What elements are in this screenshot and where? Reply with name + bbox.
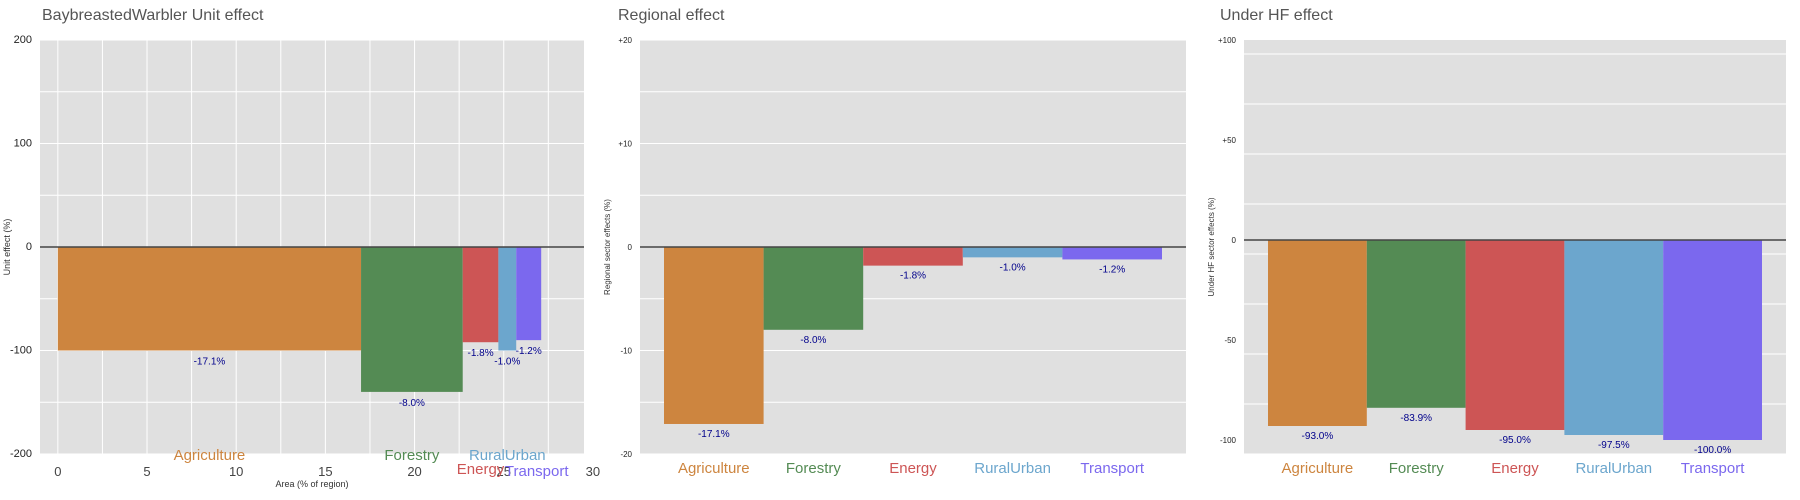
- data-label: -95.0%: [1499, 435, 1531, 446]
- y-axis-label: Under HF sector effects (%): [1207, 197, 1216, 296]
- bar-transport: [1062, 247, 1162, 260]
- y-tick-label: 100: [14, 138, 32, 150]
- chart-title: Regional effect: [618, 7, 725, 24]
- bar-forestry: [1366, 240, 1466, 408]
- data-label: -100.0%: [1694, 445, 1731, 456]
- data-label: -8.0%: [800, 335, 826, 346]
- y-tick-label: 0: [1232, 236, 1237, 245]
- y-tick-label: -10: [620, 347, 632, 356]
- category-label: Forestry: [384, 447, 440, 464]
- data-label: -1.2%: [1099, 264, 1125, 275]
- x-tick-label: 25: [497, 464, 511, 479]
- data-label: -1.0%: [494, 357, 520, 368]
- category-label: Agriculture: [1282, 460, 1354, 477]
- category-label: Transport: [1080, 460, 1144, 477]
- data-label: -17.1%: [194, 357, 226, 368]
- x-tick-label: 10: [229, 464, 243, 479]
- y-tick-label: +50: [1222, 136, 1236, 145]
- y-tick-label: 0: [628, 243, 633, 252]
- chart-title: Under HF effect: [1220, 7, 1333, 24]
- y-tick-label: -50: [1224, 336, 1236, 345]
- chart-panel-1: BaybreastedWarbler Unit effect2001000-10…: [2, 7, 600, 489]
- chart-panel-3: Under HF effect +100 +50 0 -50 -100 Under HF s…: [1207, 7, 1786, 477]
- category-label: Energy: [457, 461, 505, 478]
- y-tick-label: -100: [1220, 436, 1237, 445]
- x-tick-label: 30: [586, 464, 600, 479]
- x-tick-label: 15: [318, 464, 332, 479]
- data-label: -8.0%: [399, 398, 425, 409]
- category-label: RuralUrban: [974, 460, 1051, 477]
- bar-agriculture: [1268, 240, 1367, 426]
- y-tick-label: -100: [10, 345, 32, 357]
- data-label: -1.8%: [900, 271, 926, 282]
- y-tick-label: +10: [618, 140, 632, 149]
- x-tick-label: 0: [54, 464, 61, 479]
- x-tick-label: 20: [407, 464, 421, 479]
- bar-energy: [462, 247, 499, 343]
- category-label: RuralUrban: [1575, 460, 1652, 477]
- y-tick-label: 200: [14, 34, 32, 46]
- bar-ruralurban: [498, 247, 517, 351]
- category-label: Forestry: [786, 460, 842, 477]
- bar-energy: [1465, 240, 1565, 430]
- data-label: -1.8%: [467, 348, 493, 359]
- bar-agriculture: [57, 247, 362, 351]
- bar-transport: [1663, 240, 1762, 440]
- x-axis-label: Area (% of region): [275, 479, 348, 489]
- y-tick-label: +20: [618, 36, 632, 45]
- y-axis-label: Regional sector effects (%): [603, 199, 612, 295]
- bar-transport: [516, 247, 542, 341]
- x-tick-label: 5: [143, 464, 150, 479]
- category-label: Agriculture: [174, 447, 246, 464]
- y-tick-label: -200: [10, 448, 32, 460]
- data-label: -1.0%: [1000, 262, 1026, 273]
- category-label: Energy: [1491, 460, 1539, 477]
- category-label: RuralUrban: [469, 447, 546, 464]
- category-label: Transport: [505, 463, 569, 480]
- data-label: -17.1%: [698, 429, 730, 440]
- category-label: Transport: [1681, 460, 1745, 477]
- bar-forestry: [361, 247, 463, 392]
- data-label: -93.0%: [1302, 431, 1334, 442]
- bar-ruralurban: [1564, 240, 1664, 435]
- bar-agriculture: [664, 247, 764, 424]
- y-tick-label: 0: [26, 241, 32, 253]
- bar-forestry: [763, 247, 864, 330]
- category-label: Energy: [889, 460, 937, 477]
- y-tick-label: +100: [1218, 36, 1237, 45]
- chart-title: BaybreastedWarbler Unit effect: [42, 7, 264, 24]
- data-label: -97.5%: [1598, 440, 1630, 451]
- bar-ruralurban: [962, 247, 1063, 258]
- y-axis-label: Unit effect (%): [2, 219, 12, 276]
- chart-panel-2: Regional effect +20 +10 0 -10 -20 Regional sec…: [603, 7, 1186, 477]
- category-label: Forestry: [1389, 460, 1445, 477]
- data-label: -83.9%: [1400, 413, 1432, 424]
- bar-energy: [863, 247, 963, 266]
- data-label: -1.2%: [516, 346, 542, 357]
- category-label: Agriculture: [678, 460, 750, 477]
- y-tick-label: -20: [620, 450, 632, 459]
